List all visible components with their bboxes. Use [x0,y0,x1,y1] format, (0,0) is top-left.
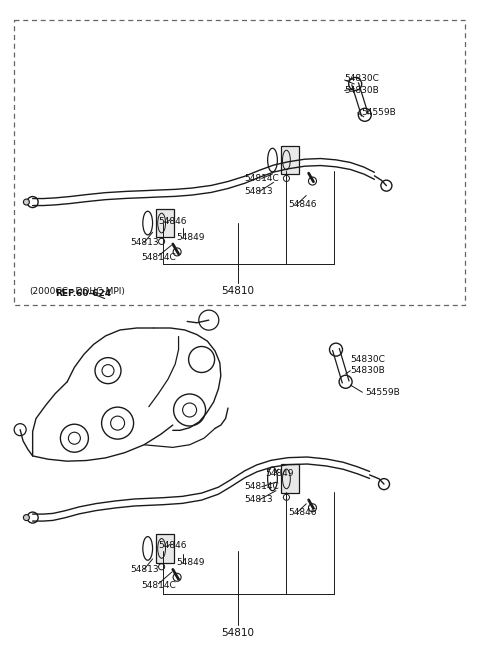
Text: 54849: 54849 [177,233,205,242]
Bar [281,146,299,174]
Circle shape [24,199,29,205]
Text: 54814C: 54814C [142,253,176,262]
Text: 54830B: 54830B [350,366,385,375]
Text: 54849: 54849 [265,469,293,478]
Text: 54813: 54813 [244,187,273,196]
Text: 54846: 54846 [158,541,187,550]
Text: 54813: 54813 [244,495,273,504]
Circle shape [24,514,29,521]
Text: 54830C: 54830C [350,355,385,364]
Bar [14,20,465,305]
Text: 54814C: 54814C [244,174,278,183]
Text: 54846: 54846 [158,217,187,226]
Text: 54830C: 54830C [345,74,380,83]
Text: 54810: 54810 [221,286,254,297]
Text: (2000CC>DOHC-MPI): (2000CC>DOHC-MPI) [29,287,125,296]
Bar [156,209,174,237]
Text: 54813: 54813 [131,565,159,574]
Text: 54810: 54810 [221,628,254,638]
Text: 54559B: 54559B [366,388,400,397]
Text: 54814C: 54814C [142,581,176,590]
Text: 54559B: 54559B [361,108,396,117]
Text: 54830B: 54830B [345,86,379,95]
Text: 54846: 54846 [288,200,316,209]
Text: REF.60-624: REF.60-624 [55,289,111,298]
Text: 54846: 54846 [288,508,316,518]
Text: 54849: 54849 [177,558,205,567]
Text: 54814C: 54814C [244,482,278,491]
Bar [281,464,299,493]
Bar [156,534,174,563]
Text: 54813: 54813 [131,238,159,247]
